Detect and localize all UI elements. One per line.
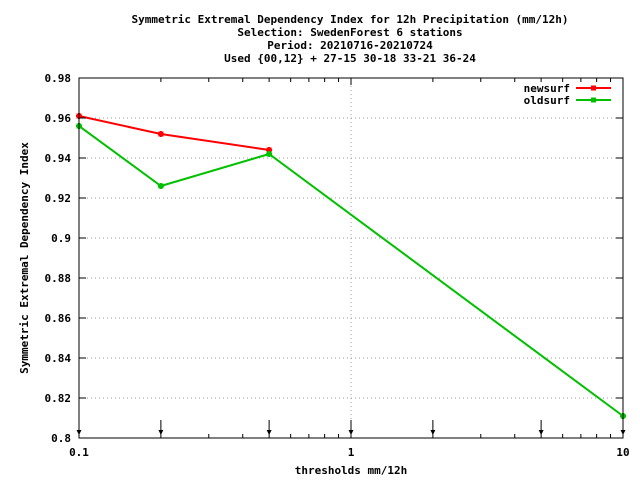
title-line-1: Symmetric Extremal Dependency Index for … — [131, 13, 568, 26]
series-line-newsurf — [78, 115, 270, 151]
y-tick-label: 0.94 — [45, 152, 72, 165]
series-line-oldsurf — [78, 125, 624, 417]
y-tick-label: 0.86 — [45, 312, 72, 325]
x-axis-label: thresholds mm/12h — [295, 464, 408, 477]
x-tick-label: 1 — [348, 446, 355, 459]
legend-swatch-marker — [591, 85, 596, 91]
data-point-box — [266, 151, 272, 157]
title-line-4: Used {00,12} + 27-15 30-18 33-21 36-24 — [224, 52, 476, 65]
threshold-arrow-head — [266, 430, 272, 435]
y-tick-label: 0.84 — [45, 352, 72, 365]
chart-title: Symmetric Extremal Dependency Index for … — [131, 13, 568, 65]
legend-label: oldsurf — [524, 94, 570, 107]
data-point-oldsurf — [157, 183, 164, 189]
x-tick-label: 10 — [616, 446, 629, 459]
threshold-arrow — [158, 420, 164, 435]
threshold-arrow-head — [538, 430, 544, 435]
data-point-oldsurf — [266, 151, 273, 157]
y-tick-label: 0.82 — [45, 392, 72, 405]
y-tick-label: 0.8 — [51, 432, 71, 445]
series-newsurf — [76, 113, 273, 153]
legend-label: newsurf — [524, 82, 570, 95]
threshold-arrow-head — [158, 430, 164, 435]
axis-ticks: 0.8 0.82 0.84 0.86 0.88 0.9 0.92 0.94 0.96 0.98 0.… — [45, 72, 630, 459]
data-point-box — [266, 147, 272, 153]
y-tick-label: 0.9 — [51, 232, 71, 245]
legend-swatch-marker — [591, 97, 596, 103]
y-tick-label: 0.88 — [45, 272, 72, 285]
threshold-arrow-head — [430, 430, 436, 435]
x-tick-label: 0.1 — [69, 446, 89, 459]
data-point-newsurf — [157, 131, 164, 137]
y-axis-label: Symmetric Extremal Dependency Index — [18, 142, 31, 374]
data-point-box — [158, 183, 164, 189]
title-line-2: Selection: SwedenForest 6 stations — [237, 26, 462, 39]
grid — [79, 78, 623, 438]
threshold-arrow — [538, 420, 544, 435]
y-tick-label: 0.92 — [45, 192, 72, 205]
title-line-3: Period: 20210716-20210724 — [267, 39, 433, 52]
legend-item-oldsurf: oldsurf — [524, 94, 611, 107]
legend-item-newsurf: newsurf — [524, 82, 611, 95]
y-tick-label: 0.98 — [45, 72, 72, 85]
threshold-arrow — [430, 420, 436, 435]
threshold-arrow — [266, 420, 272, 435]
y-tick-label: 0.96 — [45, 112, 72, 125]
data-point-box — [158, 131, 164, 137]
